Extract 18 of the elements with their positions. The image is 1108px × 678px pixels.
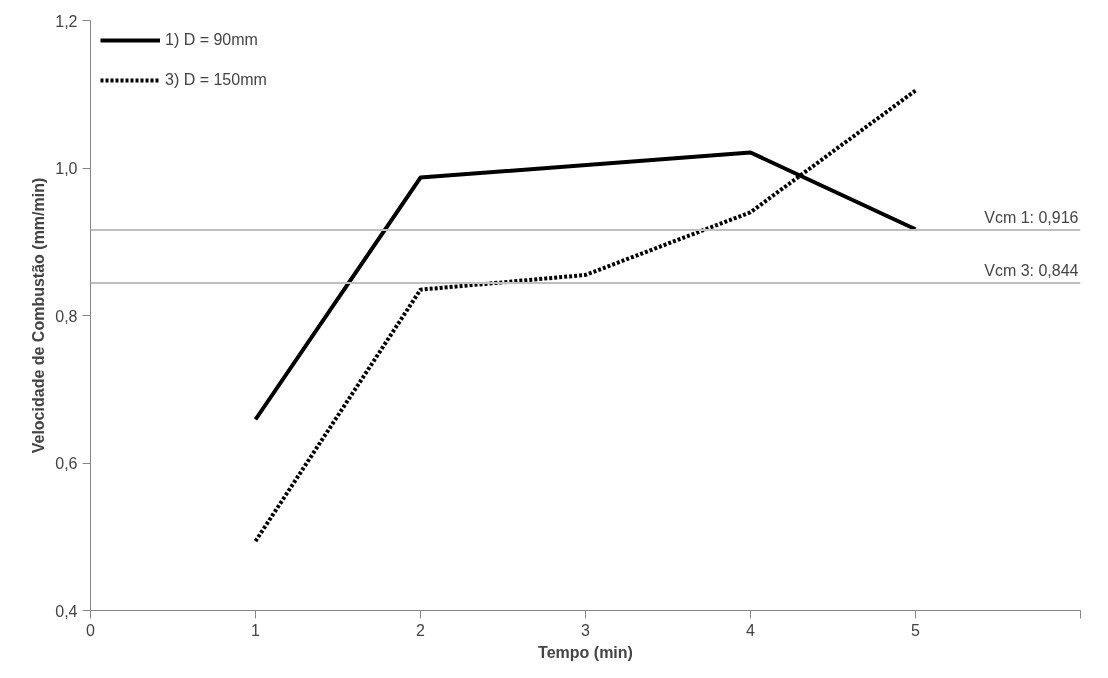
- y-axis-title: Velocidade de Combustão (mm/min): [30, 177, 48, 454]
- ref-line-label: Vcm 1: 0,916: [984, 208, 1079, 226]
- x-tick-label: 0: [86, 621, 96, 639]
- y-tick-label: 1,2: [55, 12, 78, 30]
- x-tick-label: 5: [911, 621, 921, 639]
- x-tick-label: 4: [746, 621, 756, 639]
- x-tick-label: 2: [416, 621, 426, 639]
- x-tick-label: 1: [251, 621, 261, 639]
- line-series: [253, 88, 918, 544]
- ref-line-label: Vcm 3: 0,844: [984, 262, 1079, 280]
- y-tick-label: 1,0: [55, 160, 78, 177]
- x-axis-title: Tempo (min): [538, 643, 633, 661]
- x-tick-label: 3: [581, 621, 591, 639]
- legend-label: 1) D = 90mm: [165, 31, 258, 49]
- legend-label: 3) D = 150mm: [165, 71, 267, 89]
- y-tick-label: 0,4: [55, 602, 78, 620]
- y-tick-label: 0,8: [55, 307, 78, 325]
- y-tick-label: 0,6: [55, 455, 78, 472]
